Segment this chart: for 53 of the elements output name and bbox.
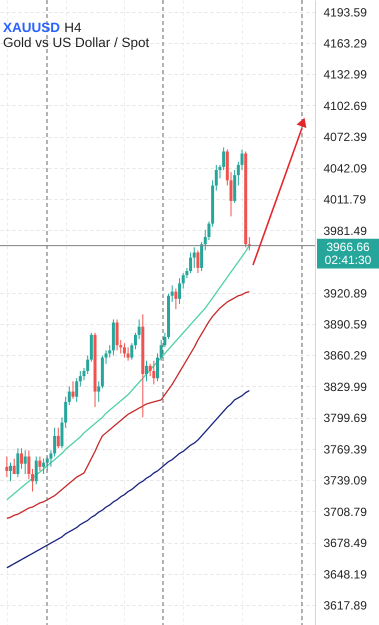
y-tick-label: 4011.79 xyxy=(324,192,366,207)
text: Gold vs US Dollar / Spot xyxy=(3,35,150,50)
y-tick-label: 3678.49 xyxy=(324,536,368,550)
ref-line-label: 3966.66 02:41:30 xyxy=(324,240,372,268)
candlestick xyxy=(16,448,20,478)
candlestick xyxy=(38,456,42,472)
y-tick-label: 4042.09 xyxy=(324,161,368,176)
candlestick xyxy=(126,346,130,362)
candlestick xyxy=(200,242,204,272)
y-tick-label: 3648.19 xyxy=(324,567,368,582)
candlestick xyxy=(152,360,156,385)
line-series xyxy=(6,244,250,500)
candlestick xyxy=(78,370,82,387)
candlestick xyxy=(42,458,46,475)
candlestick xyxy=(75,378,78,402)
y-tick-label: 3739.09 xyxy=(324,474,368,488)
y-tick-label: 3617.89 xyxy=(324,598,368,613)
candlestick xyxy=(34,456,38,485)
y-tick-label: 3769.39 xyxy=(324,442,368,456)
candlestick xyxy=(12,458,16,475)
candlestick xyxy=(144,360,148,382)
line-series xyxy=(6,290,250,519)
y-tick-label: 3981.49 xyxy=(324,224,368,238)
candlestick xyxy=(122,342,126,358)
y-tick-label: 3920.89 xyxy=(324,286,368,300)
y-tick-label: 4072.39 xyxy=(324,130,368,144)
candlestick xyxy=(214,164,218,192)
y-tick-label: 3860.29 xyxy=(324,348,368,363)
candlestick xyxy=(20,448,24,470)
y-tick-label: 3829.99 xyxy=(324,380,368,394)
y-tick-label: 4193.59 xyxy=(324,5,368,20)
candlestick xyxy=(119,340,122,354)
y-tick-label: 4132.99 xyxy=(324,68,368,82)
text: XAUUSD xyxy=(3,20,60,35)
candlestick xyxy=(97,380,100,402)
candlestick xyxy=(189,252,192,274)
candlestick xyxy=(5,456,8,478)
annotation: H4 xyxy=(64,20,82,35)
y-tick-label: 4102.69 xyxy=(324,98,368,113)
candlestick xyxy=(68,386,71,406)
candlestick xyxy=(56,427,60,449)
candlestick xyxy=(24,450,27,475)
candlestick xyxy=(148,363,152,377)
candlestick xyxy=(116,318,119,351)
candlestick xyxy=(9,462,12,482)
line-series xyxy=(6,390,250,568)
candlestick xyxy=(71,380,74,400)
candlestick xyxy=(174,288,178,310)
y-tick-label: 3799.69 xyxy=(324,411,368,426)
candlestick xyxy=(196,250,200,274)
y-tick-label: 3708.79 xyxy=(324,504,368,519)
y-tick-label: 3890.59 xyxy=(324,318,368,332)
y-tick-label: 4163.29 xyxy=(324,36,368,50)
